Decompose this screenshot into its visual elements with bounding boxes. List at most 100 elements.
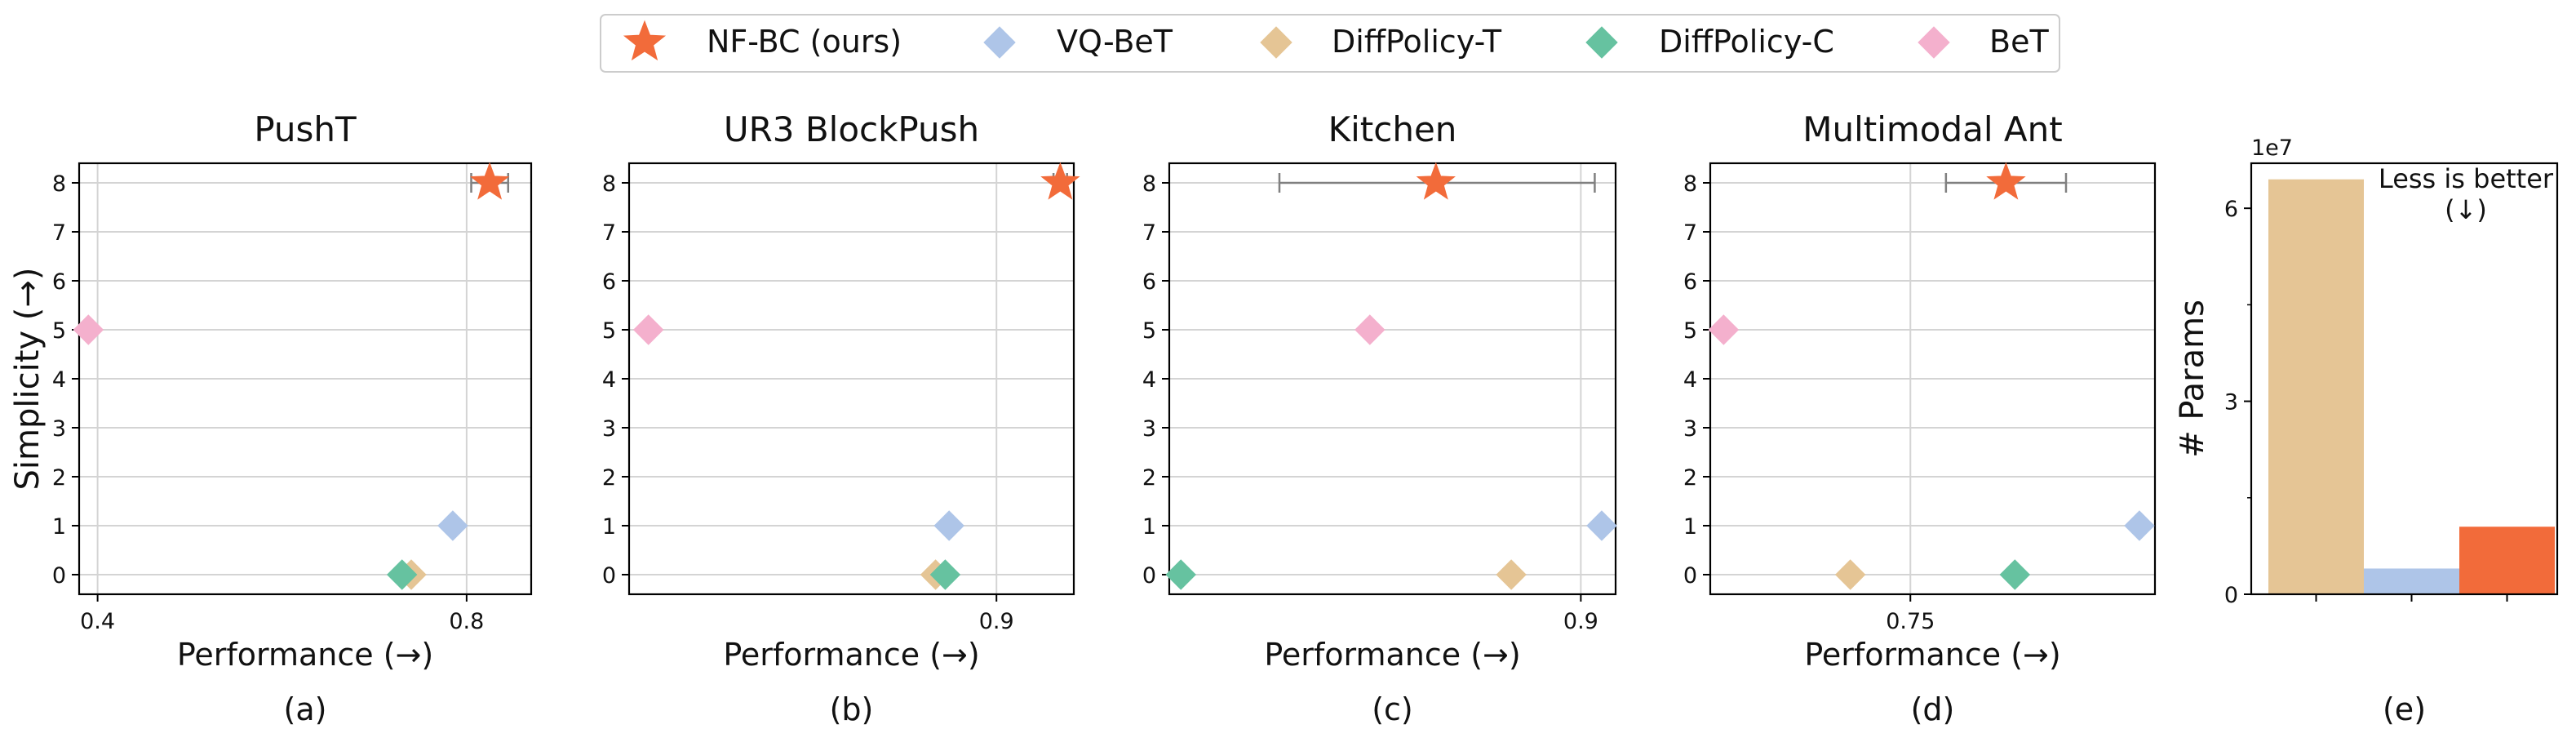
legend-diamond-icon xyxy=(1918,26,1950,59)
y-tick-label: 3 xyxy=(52,416,66,442)
y-tick-label: 1 xyxy=(52,514,66,540)
annotation-line-2: (↓) xyxy=(2445,194,2487,225)
marker-bet xyxy=(73,314,104,345)
y-tick-label: 2 xyxy=(1142,465,1156,491)
marker-vq-bet xyxy=(1586,510,1617,541)
y-tick-label: 8 xyxy=(52,171,66,197)
y-tick-label: 6 xyxy=(1142,269,1156,295)
bar-diffpolicy-t xyxy=(2268,179,2364,595)
y-tick-label: 3 xyxy=(2224,390,2238,415)
x-axis-label: Performance (→) xyxy=(723,637,979,673)
x-tick-label: 0.8 xyxy=(449,609,484,634)
marker-nf-bc-ours xyxy=(1040,162,1080,200)
marker-diffpolicy-c xyxy=(1999,559,2031,590)
marker-nf-bc-ours xyxy=(469,162,510,200)
annotation-line-1: Less is better xyxy=(2379,163,2554,194)
y-tick-label: 6 xyxy=(1683,269,1697,295)
y-tick-label: 8 xyxy=(1142,171,1156,197)
x-axis-label: Performance (→) xyxy=(1264,637,1520,673)
legend-label-difft: DiffPolicy-T xyxy=(1332,24,1502,60)
x-tick-label: 0.75 xyxy=(1886,609,1935,634)
marker-diffpolicy-c xyxy=(387,559,418,590)
legend-diamond-icon xyxy=(1585,26,1618,59)
y-tick-label: 8 xyxy=(602,171,616,197)
panel-pusht: 0 1 2 3 4 5 6 7 8 0.4 0.8 PushT Performance (→) (a) Si… xyxy=(9,109,533,727)
y-tick-label: 3 xyxy=(1142,416,1156,442)
y-tick-label: 7 xyxy=(52,220,66,246)
marker-diffpolicy-t xyxy=(1834,559,1866,590)
panel-multimodal-ant: 0 1 2 3 4 5 6 7 8 0.75 Multimodal Ant Performance (… xyxy=(1683,109,2157,727)
panel-title: Multimodal Ant xyxy=(1802,109,2063,149)
legend-diamond-icon xyxy=(1260,26,1292,59)
y-tick-label: 1 xyxy=(602,514,616,540)
axis-offset-label: 1e7 xyxy=(2251,136,2293,161)
x-tick-label: 0.9 xyxy=(1563,609,1598,634)
legend-star-icon xyxy=(623,20,667,61)
marker-diffpolicy-c xyxy=(929,559,961,590)
y-tick-label: 1 xyxy=(1683,514,1697,540)
legend-label-bet: BeT xyxy=(1989,24,2049,60)
axes-frame xyxy=(2250,162,2559,596)
marker-vq-bet xyxy=(933,510,964,541)
y-tick-label: 0 xyxy=(1683,563,1697,589)
panel-params: 0 3 6 1e7 # Params Less is better(↓) (e) xyxy=(2174,136,2559,727)
legend-entry-vqbet: VQ-BeT xyxy=(983,24,1173,60)
panel-ur3-blockpush: 0 1 2 3 4 5 6 7 8 0.9 UR3 BlockPush Performance (→)… xyxy=(602,109,1080,727)
y-tick-label: 2 xyxy=(602,465,616,491)
y-tick-label: 0 xyxy=(52,563,66,589)
legend-entry-difft: DiffPolicy-T xyxy=(1260,24,1502,60)
y-axis-label: # Params xyxy=(2174,300,2211,458)
panel-caption: (a) xyxy=(284,691,327,727)
y-tick-label: 7 xyxy=(602,220,616,246)
y-tick-label: 6 xyxy=(52,269,66,295)
marker-vq-bet xyxy=(2124,510,2155,541)
y-tick-label: 4 xyxy=(1142,367,1156,393)
legend-frame xyxy=(600,14,2060,73)
legend-label-vqbet: VQ-BeT xyxy=(1057,24,1173,60)
panel-caption: (c) xyxy=(1372,691,1413,727)
y-tick-label: 5 xyxy=(602,318,616,344)
y-tick-label: 7 xyxy=(1683,220,1697,246)
y-tick-label: 2 xyxy=(52,465,66,491)
marker-bet xyxy=(1708,314,1740,345)
y-tick-label: 4 xyxy=(52,367,66,393)
x-tick-label: 0.9 xyxy=(979,609,1014,634)
legend-label-nfbc: NF-BC (ours) xyxy=(707,24,902,60)
panel-caption: (d) xyxy=(1911,691,1955,727)
panel-caption: (e) xyxy=(2383,691,2426,727)
legend: NF-BC (ours) VQ-BeT DiffPolicy-T DiffPol… xyxy=(600,14,2060,73)
panel-title: PushT xyxy=(254,109,357,149)
bar-nf-bc-ours xyxy=(2459,527,2555,594)
y-tick-label: 3 xyxy=(602,416,616,442)
legend-label-diffc: DiffPolicy-C xyxy=(1659,24,1834,60)
y-tick-label: 0 xyxy=(2224,583,2238,608)
bar-vq-bet xyxy=(2364,568,2459,594)
y-tick-label: 3 xyxy=(1683,416,1697,442)
x-tick-label: 0.4 xyxy=(80,609,115,634)
y-axis-label: Simplicity (→) xyxy=(9,268,47,491)
marker-diffpolicy-t xyxy=(1496,559,1527,590)
legend-diamond-icon xyxy=(983,26,1016,59)
marker-nf-bc-ours xyxy=(1986,162,2026,200)
y-tick-label: 6 xyxy=(602,269,616,295)
legend-entry-nfbc: NF-BC (ours) xyxy=(623,20,902,61)
y-tick-label: 0 xyxy=(602,563,616,589)
marker-bet xyxy=(632,314,664,345)
y-tick-label: 5 xyxy=(1683,318,1697,344)
legend-entry-bet: BeT xyxy=(1918,24,2049,60)
legend-entry-diffc: DiffPolicy-C xyxy=(1585,24,1834,60)
panel-caption: (b) xyxy=(830,691,874,727)
y-tick-label: 6 xyxy=(2224,197,2238,222)
marker-vq-bet xyxy=(437,510,468,541)
y-tick-label: 5 xyxy=(52,318,66,344)
y-tick-label: 0 xyxy=(1142,563,1156,589)
y-tick-label: 5 xyxy=(1142,318,1156,344)
y-tick-label: 2 xyxy=(1683,465,1697,491)
marker-bet xyxy=(1355,314,1386,345)
y-tick-label: 8 xyxy=(1683,171,1697,197)
x-axis-label: Performance (→) xyxy=(1804,637,2060,673)
y-tick-label: 7 xyxy=(1142,220,1156,246)
y-tick-label: 4 xyxy=(602,367,616,393)
